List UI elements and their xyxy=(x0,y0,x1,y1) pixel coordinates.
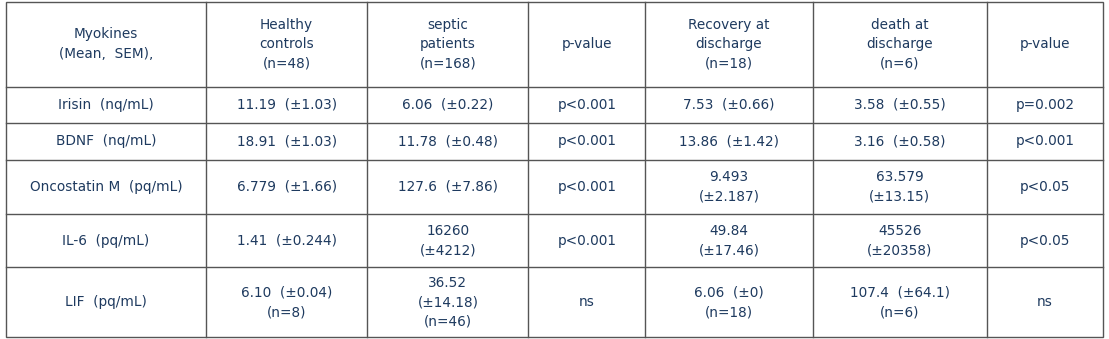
Text: discharge: discharge xyxy=(866,37,933,51)
Text: (±17.46): (±17.46) xyxy=(699,243,760,257)
Text: p<0.001: p<0.001 xyxy=(558,134,617,148)
Text: 9.493: 9.493 xyxy=(710,170,749,184)
Text: 49.84: 49.84 xyxy=(710,224,749,238)
Text: (±20358): (±20358) xyxy=(867,243,933,257)
Text: 63.579: 63.579 xyxy=(876,170,924,184)
Text: Irisin  (nq/mL): Irisin (nq/mL) xyxy=(58,98,154,112)
Text: (Mean,  SEM),: (Mean, SEM), xyxy=(59,47,153,61)
Text: patients: patients xyxy=(420,37,476,51)
Text: 6.779  (±1.66): 6.779 (±1.66) xyxy=(236,180,337,194)
Text: p<0.05: p<0.05 xyxy=(1020,234,1070,247)
Text: ns: ns xyxy=(579,295,594,310)
Text: (n=8): (n=8) xyxy=(267,305,306,319)
Text: (n=6): (n=6) xyxy=(879,305,919,319)
Text: 6.06  (±0): 6.06 (±0) xyxy=(694,285,764,300)
Text: Myokines: Myokines xyxy=(73,27,138,41)
Text: BDNF  (nq/mL): BDNF (nq/mL) xyxy=(55,134,156,148)
Text: 13.86  (±1.42): 13.86 (±1.42) xyxy=(679,134,779,148)
Text: LIF  (pq/mL): LIF (pq/mL) xyxy=(65,295,146,310)
Text: (±4212): (±4212) xyxy=(419,243,476,257)
Text: ns: ns xyxy=(1037,295,1054,310)
Text: 11.19  (±1.03): 11.19 (±1.03) xyxy=(236,98,337,112)
Text: 18.91  (±1.03): 18.91 (±1.03) xyxy=(236,134,337,148)
Text: 36.52: 36.52 xyxy=(428,276,467,290)
Text: 3.58  (±0.55): 3.58 (±0.55) xyxy=(854,98,946,112)
Text: p<0.001: p<0.001 xyxy=(558,234,617,247)
Text: 3.16  (±0.58): 3.16 (±0.58) xyxy=(854,134,946,148)
Text: 16260: 16260 xyxy=(426,224,469,238)
Text: p-value: p-value xyxy=(1020,37,1070,51)
Text: death at: death at xyxy=(871,18,928,32)
Text: IL-6  (pq/mL): IL-6 (pq/mL) xyxy=(62,234,150,247)
Text: 45526: 45526 xyxy=(878,224,922,238)
Text: Healthy: Healthy xyxy=(261,18,313,32)
Text: (n=46): (n=46) xyxy=(424,315,472,329)
Text: (n=18): (n=18) xyxy=(705,305,753,319)
Text: (n=168): (n=168) xyxy=(419,57,476,71)
Text: controls: controls xyxy=(260,37,314,51)
Text: (n=6): (n=6) xyxy=(879,57,919,71)
Text: 6.06  (±0.22): 6.06 (±0.22) xyxy=(403,98,494,112)
Text: Oncostatin M  (pq/mL): Oncostatin M (pq/mL) xyxy=(30,180,182,194)
Text: 11.78  (±0.48): 11.78 (±0.48) xyxy=(398,134,498,148)
Text: Recovery at: Recovery at xyxy=(689,18,770,32)
Text: 1.41  (±0.244): 1.41 (±0.244) xyxy=(236,234,337,247)
Text: p<0.001: p<0.001 xyxy=(1016,134,1075,148)
Text: 127.6  (±7.86): 127.6 (±7.86) xyxy=(398,180,498,194)
Text: (n=18): (n=18) xyxy=(705,57,753,71)
Text: p-value: p-value xyxy=(561,37,612,51)
Text: (±13.15): (±13.15) xyxy=(869,190,930,203)
Text: p<0.001: p<0.001 xyxy=(558,98,617,112)
Text: septic: septic xyxy=(427,18,468,32)
Text: discharge: discharge xyxy=(695,37,762,51)
Text: p=0.002: p=0.002 xyxy=(1016,98,1075,112)
Text: (±14.18): (±14.18) xyxy=(417,295,478,310)
Text: 7.53  (±0.66): 7.53 (±0.66) xyxy=(683,98,775,112)
Text: (n=48): (n=48) xyxy=(263,57,311,71)
Text: (±2.187): (±2.187) xyxy=(699,190,760,203)
Text: p<0.05: p<0.05 xyxy=(1020,180,1070,194)
Text: 6.10  (±0.04): 6.10 (±0.04) xyxy=(241,285,333,300)
Text: 107.4  (±64.1): 107.4 (±64.1) xyxy=(849,285,949,300)
Text: p<0.001: p<0.001 xyxy=(558,180,617,194)
